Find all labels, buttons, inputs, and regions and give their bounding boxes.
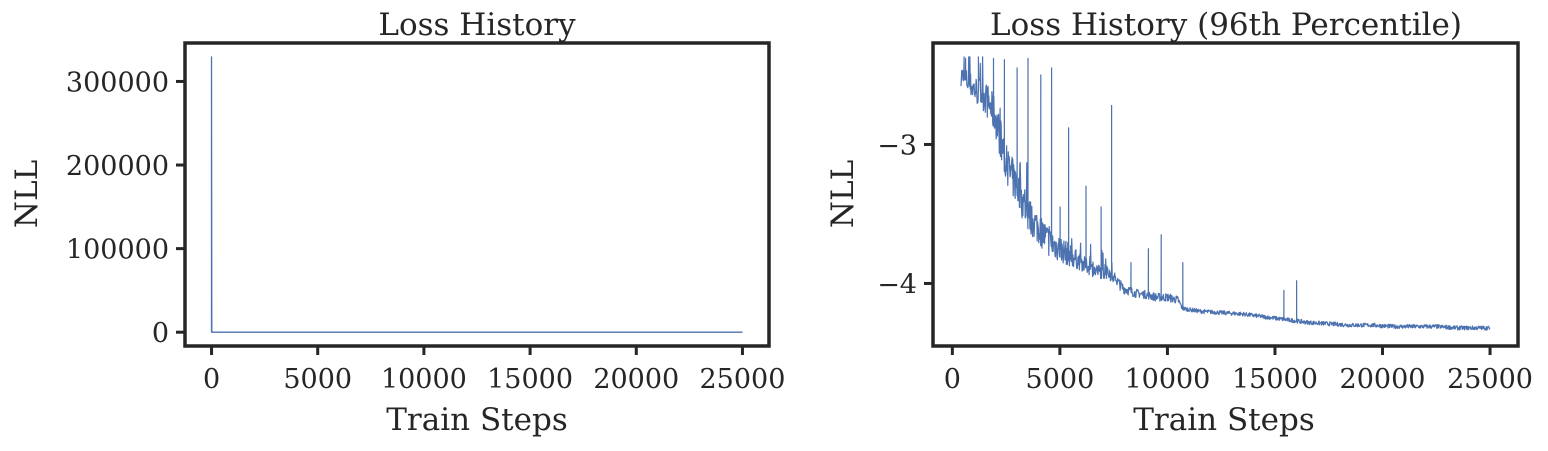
chart-left-x-tick-label: 5000	[283, 364, 352, 395]
chart-left-x-ticks: 0 5000 10000 15000 20000 25000	[203, 346, 785, 395]
chart-left-series-line	[210, 56, 743, 333]
chart-right-plot-area	[960, 56, 1491, 331]
chart-left-y-axis-label: NLL	[9, 160, 45, 228]
chart-left-y-tick-label: 200000	[66, 151, 169, 182]
chart-right-frame	[931, 41, 1520, 348]
chart-right-series-line	[960, 56, 1491, 331]
chart-left-x-tick-label: 0	[203, 364, 220, 395]
chart-left-x-tick-label: 10000	[381, 364, 467, 395]
chart-left-x-tick-label: 25000	[700, 364, 786, 395]
chart-right-y-axis-label: NLL	[825, 160, 861, 228]
chart-left-y-ticks: 0 100000 200000 300000	[66, 67, 185, 349]
chart-right-x-tick-label: 20000	[1340, 364, 1426, 395]
chart-right-x-axis-label: Train Steps	[1133, 402, 1315, 438]
chart-right-x-tick-label: 10000	[1124, 364, 1210, 395]
chart-right-x-ticks: 0 5000 10000 15000 20000 25000	[944, 346, 1533, 395]
chart-right-y-tick-label: −4	[877, 269, 917, 300]
chart-left-x-axis-label: Train Steps	[386, 402, 568, 438]
chart-left-x-tick-label: 20000	[593, 364, 679, 395]
chart-left-y-tick-label: 300000	[66, 67, 169, 98]
chart-left-x-tick-label: 15000	[487, 364, 573, 395]
chart-left-y-tick-label: 100000	[66, 235, 169, 266]
chart-left-y-tick-label: 0	[152, 318, 169, 349]
chart-left-frame	[183, 41, 771, 348]
chart-right-x-tick-label: 25000	[1447, 364, 1533, 395]
chart-right-y-tick-label: −3	[877, 130, 917, 161]
chart-left: Loss History 0 5000 10000 15000 20000 25000 0…	[9, 7, 785, 438]
chart-right-x-tick-label: 0	[944, 364, 961, 395]
chart-right-y-ticks: −3 −4	[877, 130, 933, 300]
chart-right-x-tick-label: 5000	[1026, 364, 1095, 395]
chart-left-plot-area	[210, 56, 743, 333]
chart-right-x-tick-label: 15000	[1232, 364, 1318, 395]
chart-right-title: Loss History (96th Percentile)	[990, 7, 1462, 43]
chart-left-title: Loss History	[378, 7, 576, 43]
chart-right: Loss History (96th Percentile) 0 5000 1000…	[825, 7, 1533, 438]
